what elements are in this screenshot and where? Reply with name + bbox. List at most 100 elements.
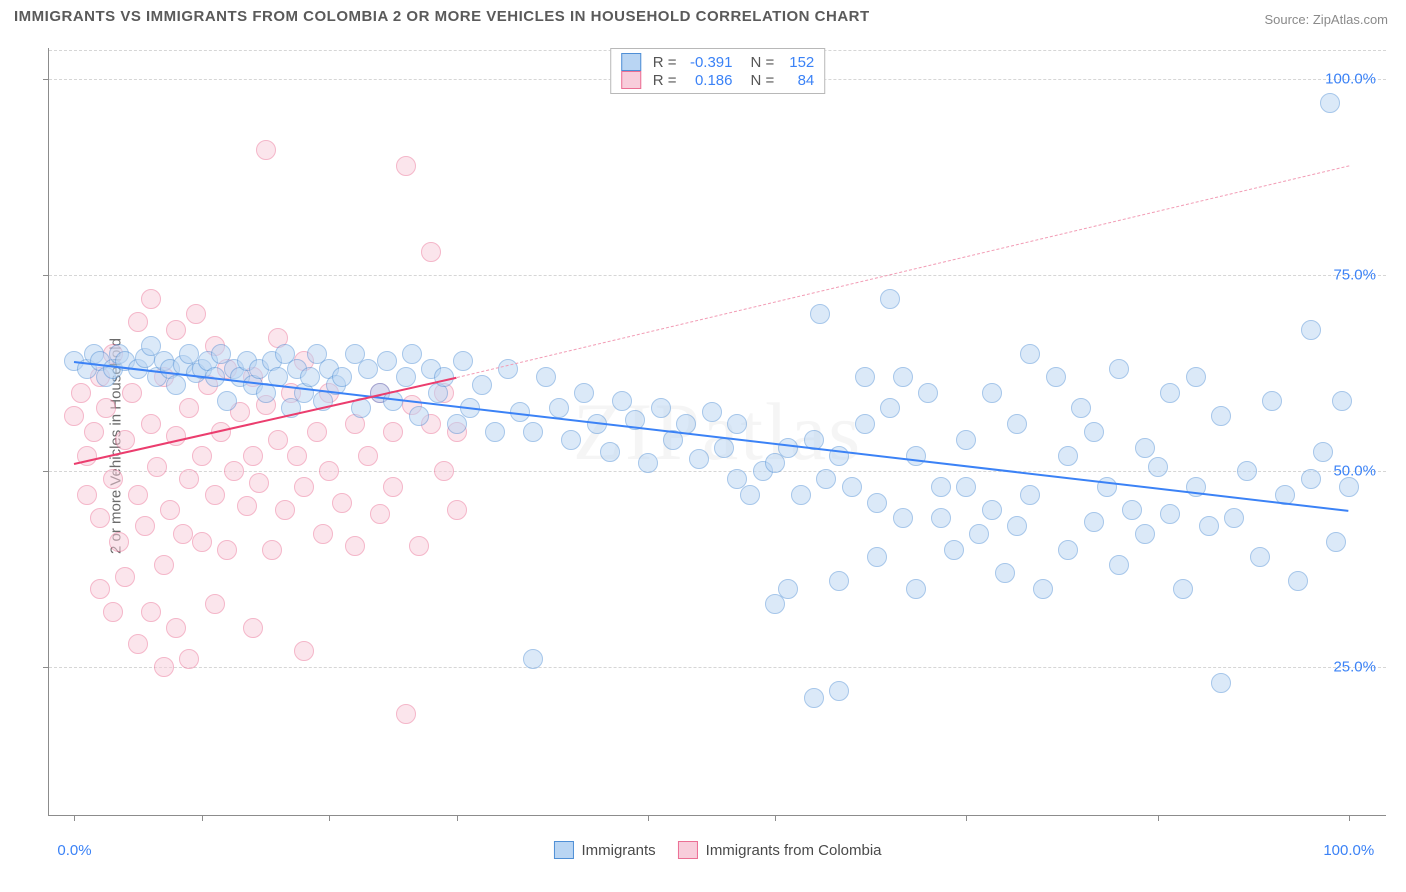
scatter-point-immigrants-colombia [217, 540, 237, 560]
scatter-point-immigrants [982, 383, 1002, 403]
scatter-point-immigrants [574, 383, 594, 403]
scatter-point-immigrants [523, 422, 543, 442]
scatter-point-immigrants [918, 383, 938, 403]
scatter-point-immigrants-colombia [307, 422, 327, 442]
x-tick [1158, 815, 1159, 821]
scatter-point-immigrants [1211, 406, 1231, 426]
scatter-point-immigrants-colombia [243, 618, 263, 638]
scatter-point-immigrants-colombia [396, 156, 416, 176]
scatter-point-immigrants [1339, 477, 1359, 497]
scatter-point-immigrants [791, 485, 811, 505]
scatter-point-immigrants [931, 508, 951, 528]
scatter-point-immigrants [855, 414, 875, 434]
scatter-point-immigrants-colombia [179, 398, 199, 418]
scatter-point-immigrants [377, 351, 397, 371]
scatter-point-immigrants-colombia [192, 532, 212, 552]
swatch-pink [621, 71, 641, 89]
scatter-point-immigrants [1109, 555, 1129, 575]
scatter-point-immigrants-colombia [205, 594, 225, 614]
r-value-blue: -0.391 [687, 54, 733, 71]
scatter-point-immigrants [1007, 414, 1027, 434]
scatter-point-immigrants-colombia [135, 516, 155, 536]
scatter-point-immigrants [1135, 438, 1155, 458]
scatter-point-immigrants [778, 579, 798, 599]
scatter-point-immigrants-colombia [421, 242, 441, 262]
x-tick [74, 815, 75, 821]
scatter-point-immigrants [1262, 391, 1282, 411]
scatter-point-immigrants-colombia [249, 473, 269, 493]
y-tick-label: 25.0% [1333, 659, 1376, 676]
n-value-blue: 152 [784, 54, 814, 71]
scatter-point-immigrants [453, 351, 473, 371]
scatter-point-immigrants-colombia [262, 540, 282, 560]
scatter-point-immigrants [1332, 391, 1352, 411]
scatter-point-immigrants [855, 367, 875, 387]
scatter-point-immigrants [714, 438, 734, 458]
scatter-point-immigrants [612, 391, 632, 411]
scatter-point-immigrants-colombia [115, 567, 135, 587]
stats-row-blue: R = -0.391 N = 152 [621, 53, 815, 71]
scatter-point-immigrants [810, 304, 830, 324]
scatter-point-immigrants [1250, 547, 1270, 567]
scatter-point-immigrants [1007, 516, 1027, 536]
chart-title: IMMIGRANTS VS IMMIGRANTS FROM COLOMBIA 2… [14, 8, 870, 25]
scatter-point-immigrants [1173, 579, 1193, 599]
scatter-point-immigrants [982, 500, 1002, 520]
scatter-point-immigrants [689, 449, 709, 469]
scatter-point-immigrants [1160, 383, 1180, 403]
scatter-point-immigrants-colombia [141, 414, 161, 434]
chart-source: Source: ZipAtlas.com [1264, 12, 1388, 27]
scatter-point-immigrants [829, 681, 849, 701]
scatter-point-immigrants [778, 438, 798, 458]
scatter-point-immigrants [166, 375, 186, 395]
scatter-point-immigrants [1058, 446, 1078, 466]
x-tick [202, 815, 203, 821]
y-tick [43, 471, 49, 472]
scatter-point-immigrants-colombia [332, 493, 352, 513]
scatter-point-immigrants [402, 344, 422, 364]
y-tick [43, 667, 49, 668]
scatter-point-immigrants-colombia [147, 457, 167, 477]
scatter-point-immigrants-colombia [128, 485, 148, 505]
scatter-point-immigrants [1186, 367, 1206, 387]
scatter-point-immigrants [561, 430, 581, 450]
scatter-point-immigrants [880, 398, 900, 418]
scatter-point-immigrants-colombia [294, 641, 314, 661]
scatter-point-immigrants [906, 446, 926, 466]
scatter-point-immigrants [358, 359, 378, 379]
y-tick-label: 75.0% [1333, 267, 1376, 284]
scatter-point-immigrants-colombia [96, 398, 116, 418]
scatter-point-immigrants [702, 402, 722, 422]
scatter-point-immigrants-colombia [409, 536, 429, 556]
x-tick [457, 815, 458, 821]
scatter-point-immigrants-colombia [141, 602, 161, 622]
scatter-point-immigrants-colombia [396, 704, 416, 724]
scatter-point-immigrants-colombia [109, 532, 129, 552]
scatter-point-immigrants-colombia [383, 477, 403, 497]
swatch-blue [621, 53, 641, 71]
scatter-point-immigrants-colombia [268, 430, 288, 450]
scatter-point-immigrants [867, 493, 887, 513]
scatter-point-immigrants [600, 442, 620, 462]
scatter-point-immigrants [1135, 524, 1155, 544]
scatter-point-immigrants [956, 477, 976, 497]
scatter-point-immigrants [1313, 442, 1333, 462]
legend-label: Immigrants from Colombia [706, 842, 882, 859]
scatter-point-immigrants-colombia [179, 649, 199, 669]
x-tick-label: 0.0% [57, 842, 91, 859]
scatter-point-immigrants [332, 367, 352, 387]
scatter-point-immigrants-colombia [294, 477, 314, 497]
scatter-point-immigrants [1020, 344, 1040, 364]
n-label: N = [751, 72, 775, 89]
scatter-point-immigrants-colombia [122, 383, 142, 403]
scatter-point-immigrants-colombia [224, 461, 244, 481]
scatter-point-immigrants [727, 414, 747, 434]
scatter-point-immigrants [472, 375, 492, 395]
scatter-point-immigrants [931, 477, 951, 497]
scatter-point-immigrants [1109, 359, 1129, 379]
scatter-point-immigrants [485, 422, 505, 442]
scatter-point-immigrants-colombia [319, 461, 339, 481]
scatter-point-immigrants [1301, 469, 1321, 489]
scatter-point-immigrants [1058, 540, 1078, 560]
scatter-point-immigrants [409, 406, 429, 426]
